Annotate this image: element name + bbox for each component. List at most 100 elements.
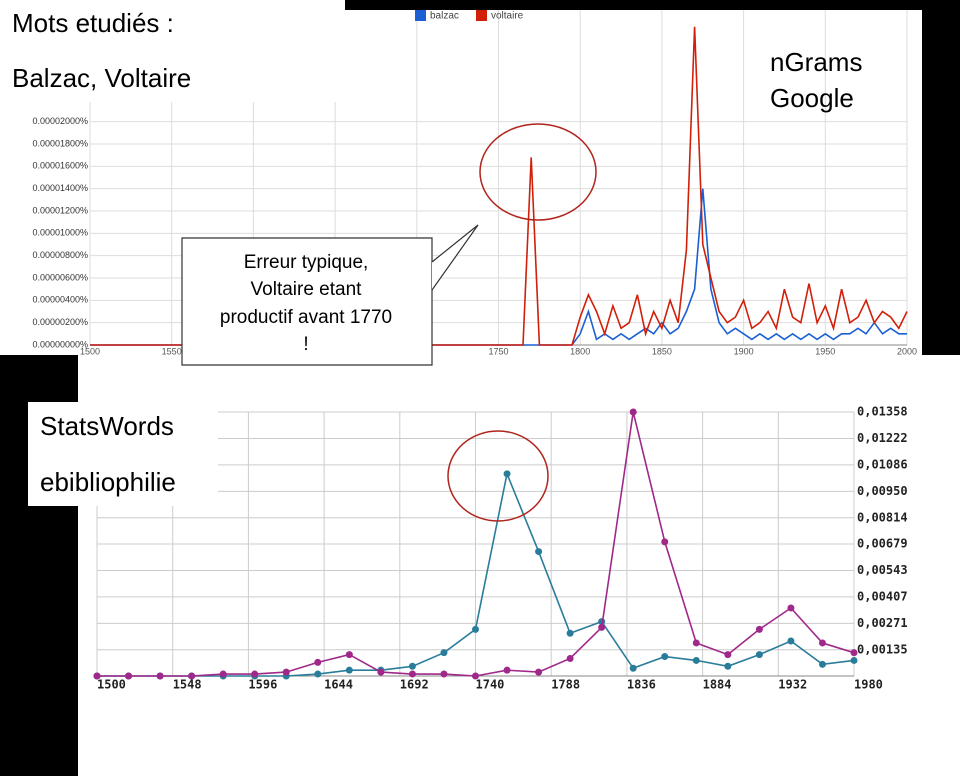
x-tick-label: 1644 [324,678,353,692]
x-tick-label: 2000 [897,346,917,356]
x-tick-label: 1900 [734,346,754,356]
marker [661,538,669,546]
y-tick-label: 0.00001800% [32,138,88,148]
highlight-circle [447,430,549,522]
x-tick-label: 1850 [652,346,672,356]
x-tick-label: 1750 [488,346,508,356]
x-tick-label: 1740 [476,678,505,692]
y-tick-label: 0,01086 [857,457,908,471]
y-tick-label: 0,01222 [857,431,908,445]
marker [787,637,795,645]
y-tick-label: 0.00000600% [32,272,88,282]
marker [692,639,700,647]
annotation: Mots etudiés : [12,8,174,38]
y-tick-label: 0,00679 [857,537,908,551]
marker [156,672,164,680]
marker [535,548,543,556]
marker [314,658,322,666]
marker [755,625,763,633]
x-tick-label: 1596 [248,678,277,692]
y-tick-label: 0.00002000% [32,116,88,126]
legend-label: balzac [430,11,459,22]
legend-swatch [476,10,487,21]
marker [692,656,700,664]
marker [219,670,227,678]
marker [850,656,858,664]
marker [724,651,732,659]
marker [755,651,763,659]
marker [818,660,826,668]
marker [345,651,353,659]
marker [535,668,543,676]
marker [472,672,479,680]
label-box [0,0,345,102]
marker [661,653,669,661]
marker [440,670,448,678]
x-tick-label: 1800 [570,346,590,356]
legend-swatch [415,10,426,21]
x-tick-label: 1788 [551,678,580,692]
marker [850,649,858,657]
legend-label: voltaire [491,11,524,22]
marker [345,666,353,674]
marker [629,664,637,672]
y-tick-label: 0,00135 [857,642,908,656]
x-tick-label: 1950 [815,346,835,356]
y-tick-label: 0.00001400% [32,183,88,193]
marker [629,408,637,416]
marker [566,629,574,637]
highlight-circle [479,123,597,221]
callout [181,237,433,366]
marker [251,670,259,678]
callout-text: productif avant 1770 [220,307,392,328]
annotation: Google [770,83,854,113]
marker [503,470,511,478]
annotation: Balzac, Voltaire [12,63,191,93]
y-tick-label: 0.00000400% [32,295,88,305]
marker [408,670,416,678]
marker [282,668,290,676]
callout-text: ! [303,334,308,355]
marker [440,649,448,657]
annotation: ebibliophilie [40,467,176,497]
marker [93,672,101,680]
marker [472,625,479,633]
y-tick-label: 0,00407 [857,589,908,603]
y-tick-label: 0.00000000% [32,339,88,349]
y-tick-label: 0,00543 [857,563,908,577]
y-tick-label: 0.00000800% [32,250,88,260]
y-tick-label: 0.00001000% [32,228,88,238]
x-tick-label: 1884 [703,678,732,692]
plots: 0.00000000% 0.00000200% 0.00000400% 0.00000… [32,10,917,692]
marker [314,670,322,678]
marker [188,672,196,680]
marker [598,623,606,631]
chart-panel [78,355,960,776]
y-tick-label: 0.00001600% [32,161,88,171]
y-tick-label: 0,00271 [857,616,908,630]
y-tick-label: 0,00950 [857,484,908,498]
x-tick-label: 1932 [778,678,807,692]
annotation: nGrams [770,47,862,77]
marker [125,672,133,680]
marker [818,639,826,647]
callout-text: Erreur typique, [244,252,369,273]
x-tick-label: 1500 [80,346,100,356]
marker [377,668,385,676]
annotation: StatsWords [40,411,174,441]
marker [787,604,795,612]
x-tick-label: 1980 [854,678,883,692]
callout-pointer [431,224,479,291]
marker [724,662,732,670]
y-tick-label: 0,00814 [857,510,908,524]
label-box [28,402,218,506]
y-tick-label: 0.00001200% [32,205,88,215]
x-tick-label: 1836 [627,678,656,692]
marker [503,666,511,674]
y-tick-label: 0,01358 [857,405,908,419]
x-tick-label: 1550 [162,346,182,356]
x-tick-label: 1692 [400,678,429,692]
marker [566,655,574,663]
band [345,0,922,10]
